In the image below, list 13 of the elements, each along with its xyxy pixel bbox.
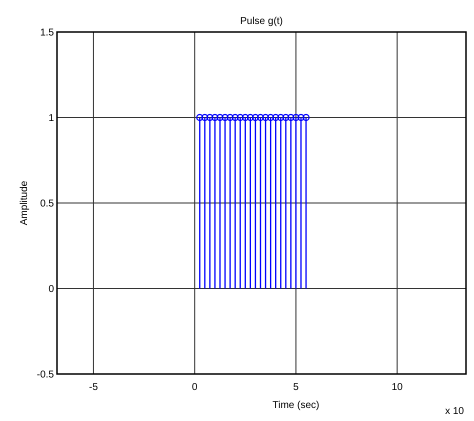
text: x 10 [445,406,464,417]
x-axis-title: Time (sec) [272,400,320,411]
y-tick-label: 1.5 [40,28,54,38]
y-tick-label: -0.5 [36,370,54,380]
y-tick-label: 0 [48,284,54,295]
x-tick-label: 10 [392,382,404,393]
y-axis-title: Amplitude [19,180,30,226]
x-tick-label: 5 [293,382,300,393]
y-tick-label: 0.5 [40,198,54,210]
y-tick-label: 1 [48,113,54,124]
x-tick-label: 0 [192,382,198,393]
x-tick-label: -5 [88,382,98,393]
chart-title: Pulse g(t) [240,16,283,27]
